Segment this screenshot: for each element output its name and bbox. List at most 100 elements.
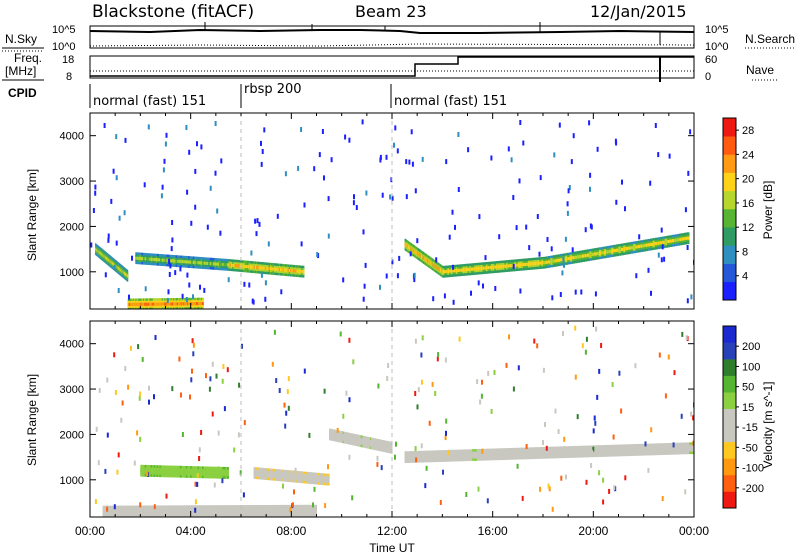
x-tick-label: 00:00	[679, 524, 709, 538]
colorbar-swatch	[723, 425, 736, 443]
colorbar-tick-label: -50	[742, 442, 758, 454]
velocity-axes: 1000 2000 3000 4000	[60, 321, 695, 517]
velocity-echo-band	[404, 442, 694, 464]
nave-tick-top: 60	[705, 54, 717, 66]
velocity-colorbar-label: Velocity [m s^-1]	[761, 382, 775, 469]
y-tick-label: 2000	[60, 429, 84, 441]
nsky-tick-top: 10^5	[52, 24, 76, 36]
freq-tick-bottom: 8	[66, 71, 72, 83]
power-echo-band	[127, 297, 204, 309]
nsky-label: N.Sky	[5, 32, 37, 46]
colorbar-swatch	[723, 342, 736, 360]
nsearch-tick-top: 10^5	[705, 24, 729, 36]
colorbar-swatch	[723, 245, 736, 264]
cpid-segment-2: rbsp 200	[244, 82, 302, 97]
power-echo-band	[404, 238, 443, 278]
colorbar-tick-label: 200	[742, 341, 760, 353]
velocity-echo-band	[329, 428, 393, 454]
freq-trace	[90, 56, 694, 77]
x-tick-label: 04:00	[176, 524, 206, 538]
cpid-label: CPID	[8, 86, 37, 100]
y-tick-label: 3000	[60, 176, 84, 188]
freq-panel: Freq. [MHz] 18 8 60 0 Nave	[2, 51, 778, 83]
cpid-segment-3: normal (fast) 151	[394, 94, 507, 109]
time-axis-label: Time UT	[369, 541, 415, 554]
cpid-segment-1: normal (fast) 151	[93, 94, 206, 109]
nsearch-trace	[89, 43, 695, 47]
nsearch-tick-bottom: 10^0	[705, 41, 729, 53]
velocity-ylabel: Slant Range [km]	[25, 374, 39, 466]
power-ylabel: Slant Range [km]	[25, 169, 39, 261]
colorbar-tick-label: 100	[742, 361, 760, 373]
power-echo-band	[228, 259, 305, 278]
colorbar-swatch	[723, 209, 736, 228]
colorbar-swatch	[723, 408, 736, 426]
power-colorbar-label: Power [dB]	[761, 181, 775, 240]
colorbar-swatch	[723, 441, 736, 459]
colorbar-swatch	[723, 474, 736, 492]
colorbar-tick-label: -100	[742, 463, 764, 475]
colorbar-swatch	[723, 227, 736, 246]
colorbar-swatch	[723, 136, 736, 155]
nsky-tick-bottom: 10^0	[52, 41, 76, 53]
colorbar-swatch	[723, 375, 736, 393]
colorbar-swatch	[723, 326, 736, 343]
colorbar-tick-label: 16	[742, 198, 754, 210]
colorbar-swatch	[723, 491, 736, 509]
velocity-panel: 1000 2000 3000 4000 Slant Range [km] 200 100…	[25, 320, 775, 518]
y-tick-label: 4000	[60, 131, 84, 143]
beam-label: Beam 23	[355, 2, 427, 21]
nsky-panel: N.Sky 10^5 10^0 10^5 10^0 N.Search	[2, 22, 795, 53]
freq-label: Freq.	[14, 51, 42, 65]
power-colorbar: 4 8 12 16 20 24 28	[722, 117, 754, 301]
power-echoes	[90, 113, 694, 309]
colorbar-swatch	[723, 392, 736, 410]
x-tick-label: 12:00	[377, 524, 407, 538]
time-axis-ticks: 00:00 04:00 08:00 12:00 16:00 20:00 00:00	[75, 524, 709, 538]
x-tick-label: 00:00	[75, 524, 105, 538]
colorbar-tick-label: 24	[742, 149, 754, 161]
colorbar-tick-label: 12	[742, 222, 754, 234]
power-panel: 1000 2000 3000 4000 Slant Range [km] 4 8 12 16…	[25, 112, 775, 310]
colorbar-swatch	[723, 458, 736, 476]
velocity-echoes	[94, 321, 694, 517]
velocity-echo-band	[140, 464, 229, 479]
colorbar-swatch	[723, 281, 736, 301]
power-echo-band	[95, 243, 129, 282]
x-tick-label: 08:00	[276, 524, 306, 538]
y-tick-label: 1000	[60, 267, 84, 279]
y-tick-label: 3000	[60, 384, 84, 396]
nave-label: Nave	[746, 63, 774, 77]
power-scatter-points	[90, 119, 694, 305]
colorbar-tick-label: 20	[742, 174, 754, 186]
colorbar-swatch	[723, 190, 736, 210]
nsky-spikes	[204, 22, 661, 45]
y-tick-label: 2000	[60, 221, 84, 233]
colorbar-swatch	[723, 359, 736, 376]
colorbar-tick-label: -200	[742, 483, 764, 495]
power-axes: 1000 2000 3000 4000	[60, 113, 695, 309]
power-echo-band	[135, 252, 229, 271]
nsky-trace	[89, 28, 695, 34]
x-tick-label: 20:00	[578, 524, 608, 538]
colorbar-swatch	[723, 263, 736, 283]
nave-tick-bottom: 0	[705, 71, 711, 83]
freq-tick-top: 18	[62, 54, 74, 66]
colorbar-swatch	[723, 154, 736, 173]
colorbar-tick-label: 50	[742, 382, 754, 394]
velocity-scatter-points	[94, 325, 694, 513]
y-tick-label: 1000	[60, 475, 84, 487]
colorbar-swatch	[723, 172, 736, 192]
cpid-panel: CPID normal (fast) 151 rbsp 200 normal (…	[8, 82, 507, 109]
y-tick-label: 4000	[60, 339, 84, 351]
colorbar-tick-label: 4	[742, 271, 748, 283]
figure-title: Blackstone (fitACF)	[92, 2, 254, 22]
date-label: 12/Jan/2015	[590, 2, 687, 21]
colorbar-swatch	[723, 118, 736, 137]
freq-unit-label: [MHz]	[5, 64, 36, 78]
colorbar-tick-label: 28	[742, 125, 754, 137]
colorbar-tick-label: 8	[742, 246, 748, 258]
velocity-echo-band	[253, 467, 330, 486]
nsearch-label: N.Search	[745, 32, 795, 46]
